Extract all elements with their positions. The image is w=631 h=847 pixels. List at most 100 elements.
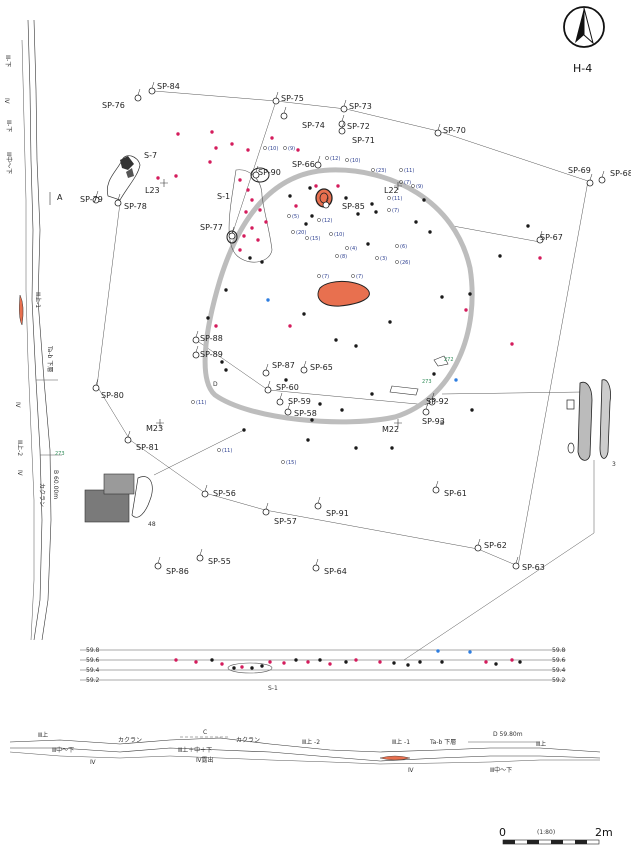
elev-left-4: 59.2 xyxy=(86,677,100,684)
artifact-dot xyxy=(206,316,210,320)
strip-dot xyxy=(318,658,322,662)
artifact-dot xyxy=(174,174,178,178)
pit-marker xyxy=(322,201,330,209)
pit-label: SP-80 xyxy=(101,391,124,400)
bottom-layer-11: Ⅳ xyxy=(408,767,414,774)
bottom-layer-8: Ⅲ上 -2 xyxy=(302,738,320,746)
artifact-dot xyxy=(288,324,292,328)
pit-label: SP-89 xyxy=(200,350,223,359)
strip-dot xyxy=(494,662,498,666)
artifact-dot xyxy=(260,260,264,264)
pit-marker xyxy=(114,199,122,207)
pit-label: SP-91 xyxy=(326,509,349,518)
pit-label: SP-87 xyxy=(272,361,295,370)
pits-layer xyxy=(92,81,606,572)
pit-label: SP-68 xyxy=(610,169,631,178)
artifact-number: (5) xyxy=(292,214,299,220)
grid-crosses xyxy=(156,179,402,427)
artifact-dot xyxy=(266,298,270,302)
pit-label: SP-60 xyxy=(276,383,299,392)
pit-label: SP-58 xyxy=(294,409,317,418)
artifact-dot xyxy=(340,408,344,412)
artifact-dot xyxy=(344,196,348,200)
artifact-number: (4) xyxy=(350,246,357,252)
artifact-3-sketch xyxy=(566,379,611,461)
artifact-number: (20) xyxy=(296,230,306,236)
pit-label: SP-81 xyxy=(136,443,159,452)
bottom-layer-9: Ⅲ上 -1 xyxy=(392,738,410,746)
pit-label: SP-78 xyxy=(124,202,147,211)
strip-dot xyxy=(406,663,410,667)
pit-marker xyxy=(280,112,288,120)
artifact-dot xyxy=(296,148,300,152)
strip-dot xyxy=(440,660,444,664)
artifact-dot xyxy=(238,248,242,252)
elev-left-1: 59.8 xyxy=(86,647,100,654)
artifact-number: (11) xyxy=(404,168,414,174)
artifact-number: (11) xyxy=(196,400,206,406)
artifact-number: (15) xyxy=(286,460,296,466)
pit-marker xyxy=(262,508,270,516)
dwelling-outline xyxy=(202,167,475,425)
artifact-number: (6) xyxy=(400,244,407,250)
scale-bar xyxy=(502,839,600,845)
artifact-number: (7) xyxy=(322,274,329,280)
pit-marker xyxy=(474,544,482,552)
artifact-dot xyxy=(538,256,542,260)
artifact-dot xyxy=(526,224,530,228)
feature-label-s1: S-1 xyxy=(217,192,230,201)
strip-dot xyxy=(392,661,396,665)
elev-left-2: 59.6 xyxy=(86,657,100,664)
artifact-number: (9) xyxy=(288,146,295,152)
strip-dot xyxy=(260,664,264,668)
pit-label: SP-69 xyxy=(568,166,591,175)
profile-s1-label: S-1 xyxy=(268,685,278,692)
artifact-dot xyxy=(284,378,288,382)
artifact-dot xyxy=(390,446,394,450)
artifact-number: (11) xyxy=(392,196,402,202)
pit-label: SP-76 xyxy=(102,101,125,110)
bottom-layer-6: Ⅳ露出 xyxy=(196,756,214,764)
bottom-layer-4: Ⅳ xyxy=(90,759,96,766)
artifact-number: (10) xyxy=(350,158,360,164)
pit-label: SP-93 xyxy=(422,417,445,426)
pit-label: SP-61 xyxy=(444,489,467,498)
bottom-layer-7: カクラン xyxy=(236,737,260,744)
artifact-dot xyxy=(354,344,358,348)
artifact-dot xyxy=(306,438,310,442)
pit-marker xyxy=(434,129,442,137)
artifact-dot xyxy=(258,208,262,212)
pit-label: SP-73 xyxy=(349,102,372,111)
pit-label: SP-57 xyxy=(274,517,297,526)
strip-dot xyxy=(250,666,254,670)
strip-dot xyxy=(510,658,514,662)
pit-marker xyxy=(284,408,292,416)
artifact-dot xyxy=(214,324,218,328)
bottom-layer-5: Ⅲ上＋中＋下 xyxy=(178,746,212,754)
pit-marker xyxy=(338,127,346,135)
artifact-id-48: 48 xyxy=(148,521,156,528)
artifact-dots xyxy=(156,130,542,450)
scale-end: 2m xyxy=(595,826,613,839)
section-elev-b: B 60.00m xyxy=(52,470,59,499)
artifact-dot xyxy=(250,226,254,230)
bottom-mark-c: C xyxy=(203,729,207,736)
pit-label: SP-90 xyxy=(258,168,281,177)
pit-marker xyxy=(312,564,320,572)
survey-lines xyxy=(96,90,595,661)
pit-marker xyxy=(314,161,322,169)
strip-dot xyxy=(240,665,244,669)
elev-left-3: 59.4 xyxy=(86,667,100,674)
strip-dot xyxy=(484,660,488,664)
sheet-id: H-4 xyxy=(573,62,592,75)
left-layer-3: Ⅲ中～下 xyxy=(5,152,13,174)
pit-label: SP-72 xyxy=(347,122,370,131)
plan-mark-b: B xyxy=(440,420,444,427)
artifact-number: (9) xyxy=(416,184,423,190)
feature-label-m22: M22 xyxy=(382,425,399,434)
artifact-number: (12) xyxy=(330,156,340,162)
artifact-dot xyxy=(498,254,502,258)
artifact-dot xyxy=(370,392,374,396)
pit-label: SP-55 xyxy=(208,557,231,566)
artifact-dot xyxy=(304,222,308,226)
